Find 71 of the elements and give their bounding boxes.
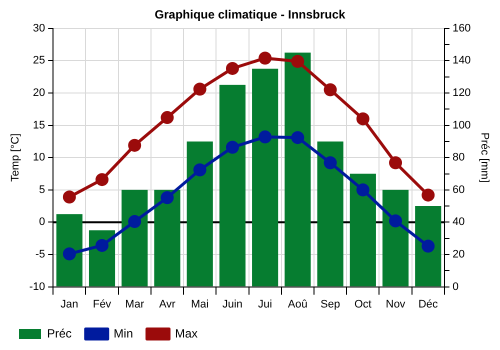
x-tick-label: Aoû xyxy=(288,298,308,310)
y-axis-title: Temp [°C] xyxy=(10,133,22,182)
y2-tick-label: 140 xyxy=(452,54,471,67)
y2-axis-title: Préc [mm] xyxy=(478,132,490,183)
bar xyxy=(186,141,213,286)
point xyxy=(356,112,370,126)
bar xyxy=(284,52,311,286)
y-tick-label: 30 xyxy=(32,22,46,34)
y2-tick-label: 40 xyxy=(452,216,465,228)
y-tick-label: 15 xyxy=(32,119,46,132)
x-tick-label: Mar xyxy=(125,298,144,310)
y-tick-label: 25 xyxy=(32,54,46,67)
x-tick-label: Nov xyxy=(386,298,406,310)
point xyxy=(160,111,174,124)
point xyxy=(389,156,402,170)
x-tick-label: Oct xyxy=(354,298,372,310)
point xyxy=(160,191,174,204)
x-tick-label: Fév xyxy=(92,298,112,310)
point xyxy=(422,188,435,202)
point xyxy=(96,238,109,252)
x-tick-label: Avr xyxy=(159,298,176,310)
y-tick-label: 5 xyxy=(38,184,46,196)
point xyxy=(128,138,142,152)
point xyxy=(291,131,304,144)
bar xyxy=(382,190,409,286)
bar xyxy=(56,214,82,286)
x-tick-label: Déc xyxy=(418,298,438,310)
point xyxy=(291,54,304,68)
bar xyxy=(219,84,246,286)
point xyxy=(324,156,337,170)
point xyxy=(258,130,272,144)
point xyxy=(324,83,337,96)
legend-label: Préc xyxy=(47,326,72,340)
point xyxy=(193,82,206,96)
y2-tick-label: 0 xyxy=(452,280,459,293)
legend-label: Min xyxy=(114,326,134,340)
y2-tick-label: 100 xyxy=(452,119,471,132)
chart-title: Graphique climatique - Innsbruck xyxy=(154,8,346,22)
point xyxy=(226,140,239,154)
y2-tick-label: 80 xyxy=(452,152,465,164)
y2-tick-label: 20 xyxy=(452,248,465,261)
y-tick-label: 20 xyxy=(32,87,46,100)
x-tick-label: Juin xyxy=(222,298,243,310)
bar xyxy=(415,206,442,286)
y-tick-label: 0 xyxy=(38,216,46,228)
bar xyxy=(252,68,278,286)
point xyxy=(128,215,142,228)
y2-tick-label: 160 xyxy=(452,22,471,34)
bar xyxy=(122,190,148,286)
point xyxy=(62,247,76,260)
y-tick-label: 10 xyxy=(32,152,46,164)
point xyxy=(193,163,206,176)
x-tick-label: Jui xyxy=(258,298,272,310)
y-tick-label: -5 xyxy=(35,248,46,261)
y2-tick-label: 60 xyxy=(452,184,465,196)
point xyxy=(62,190,76,204)
point xyxy=(226,62,239,75)
legend-label: Max xyxy=(175,326,198,340)
point xyxy=(258,52,272,65)
point xyxy=(389,214,402,228)
y-tick-label: -10 xyxy=(29,280,46,293)
x-tick-label: Mai xyxy=(190,298,209,310)
x-tick-label: Sep xyxy=(320,298,340,310)
x-tick-label: Jan xyxy=(60,298,78,310)
bar xyxy=(350,174,376,286)
bar xyxy=(317,141,344,286)
y2-tick-label: 120 xyxy=(452,87,471,100)
point xyxy=(422,240,435,253)
point xyxy=(356,183,370,196)
point xyxy=(96,173,109,186)
bar xyxy=(154,190,180,286)
